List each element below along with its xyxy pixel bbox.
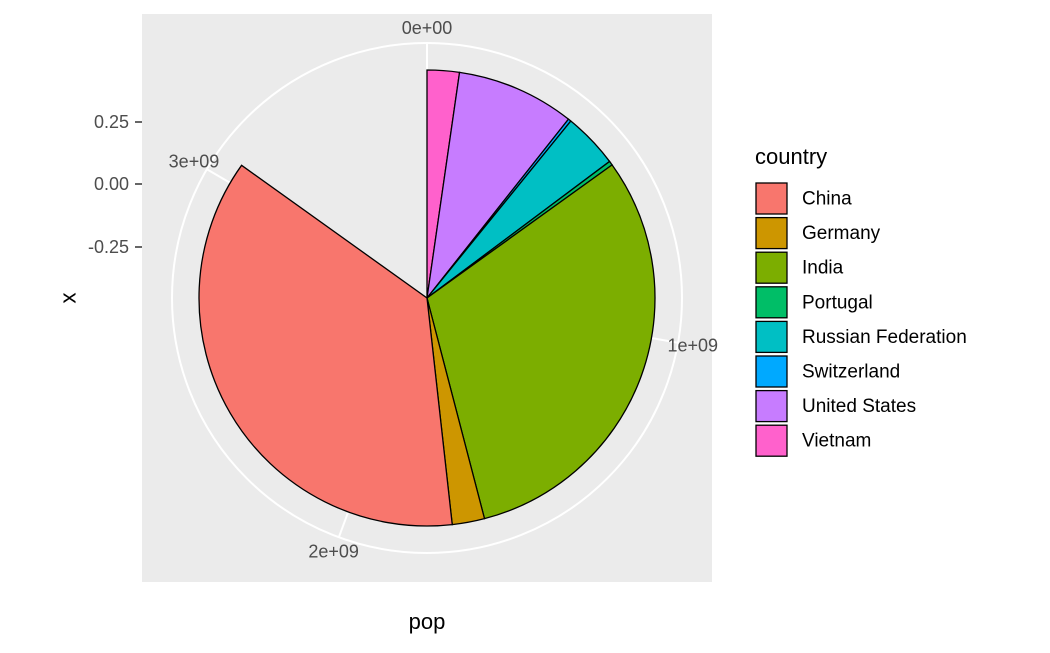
y-tick-label: 0.00 [94,174,129,194]
legend-title: country [755,144,827,169]
legend-key-germany [755,216,788,250]
legend-key-china [755,182,788,215]
pie-slice-united-states [426,71,570,301]
legend-label-germany: Germany [802,223,881,244]
legend: country China Germany India Portugal Russian… [755,144,967,457]
radial-tick-label: 1e+09 [668,335,719,355]
legend-key-switzerland [755,355,788,388]
radial-tick-label: 0e+00 [402,18,453,38]
x-axis-title: pop [409,609,446,634]
legend-key-vietnam [755,424,788,457]
y-tick-label: 0.25 [94,112,129,132]
radial-grid-line [651,337,679,344]
radial-tick-label: 2e+09 [308,541,359,561]
legend-key-india [755,251,788,284]
radial-grid-line [337,511,350,538]
legend-key-portugal [755,286,788,319]
legend-key-russian-federation [755,320,788,354]
legend-label-vietnam: Vietnam [802,431,871,452]
legend-label-russian-federation: Russian Federation [802,327,967,348]
pie-slice-china [198,164,453,527]
legend-label-china: China [802,189,852,210]
pie-slice-india [426,163,656,520]
legend-label-switzerland: Switzerland [802,362,900,383]
radial-tick-label: 3e+09 [169,152,220,172]
y-axis-title: x [56,293,81,304]
y-tick-label: -0.25 [88,237,129,257]
legend-label-india: India [802,258,844,279]
legend-label-united-states: United States [802,396,916,417]
legend-key-united-states [755,389,788,423]
legend-label-portugal: Portugal [802,292,873,313]
radial-grid-line [206,168,231,184]
pie-slices [198,69,656,527]
radial-tick-labels: 0e+00 1e+09 2e+09 3e+09 [169,18,718,561]
y-tick-labels: 0.25 0.00 -0.25 [88,112,142,257]
